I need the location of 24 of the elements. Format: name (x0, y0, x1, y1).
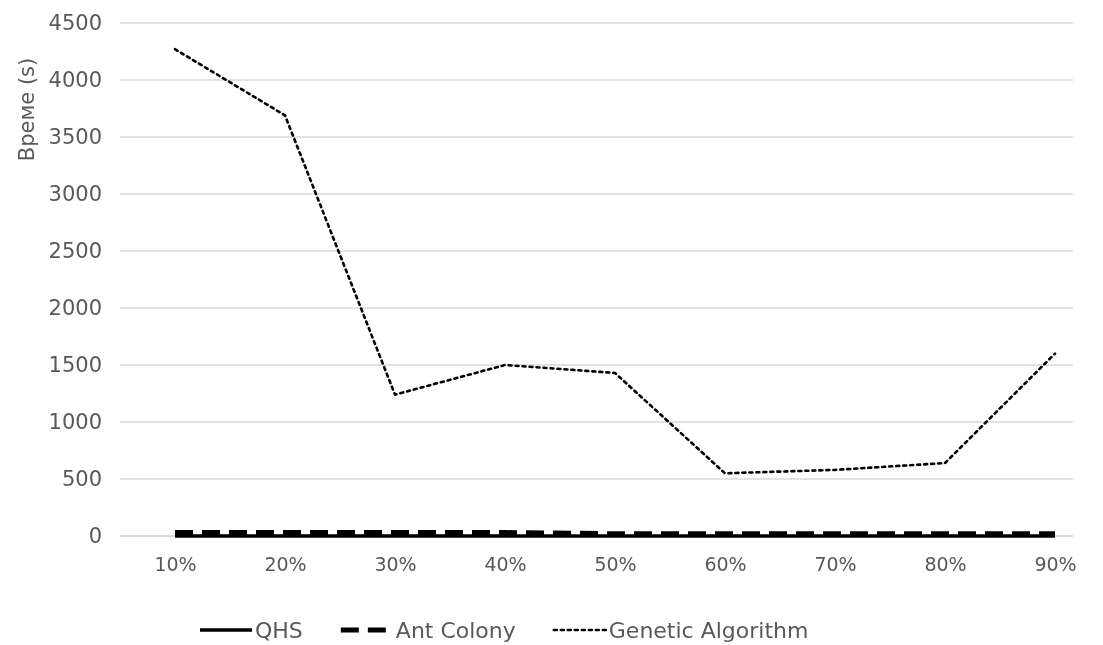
x-tick-label: 20% (264, 553, 307, 576)
y-tick-label: 2000 (48, 296, 102, 321)
x-tick-label: 30% (374, 553, 417, 576)
line-series (173, 47, 1057, 475)
x-tick-label: 60% (704, 553, 747, 576)
y-tick-label: 1500 (48, 353, 102, 378)
y-tick-label: 4000 (48, 68, 102, 93)
y-axis-title: Време (s) (15, 57, 39, 162)
x-tick-label: 10% (154, 553, 197, 576)
y-tick-label: 0 (88, 524, 102, 549)
y-tick-label: 3500 (48, 125, 102, 150)
x-tick-label: 80% (924, 553, 967, 576)
x-tick-label: 90% (1034, 553, 1077, 576)
x-tick-label: 40% (484, 553, 527, 576)
y-tick-label: 500 (61, 467, 102, 492)
x-tick-label: 70% (814, 553, 857, 576)
legend-label: Ant Colony (395, 618, 516, 643)
y-tick-label: 4500 (48, 11, 102, 36)
y-tick-label: 2500 (48, 239, 102, 264)
x-tick-label: 50% (594, 553, 637, 576)
y-tick-label: 1000 (48, 410, 102, 435)
y-tick-label: 3000 (48, 182, 102, 207)
legend-label: Genetic Algorithm (608, 618, 809, 643)
legend-label: QHS (255, 618, 303, 643)
